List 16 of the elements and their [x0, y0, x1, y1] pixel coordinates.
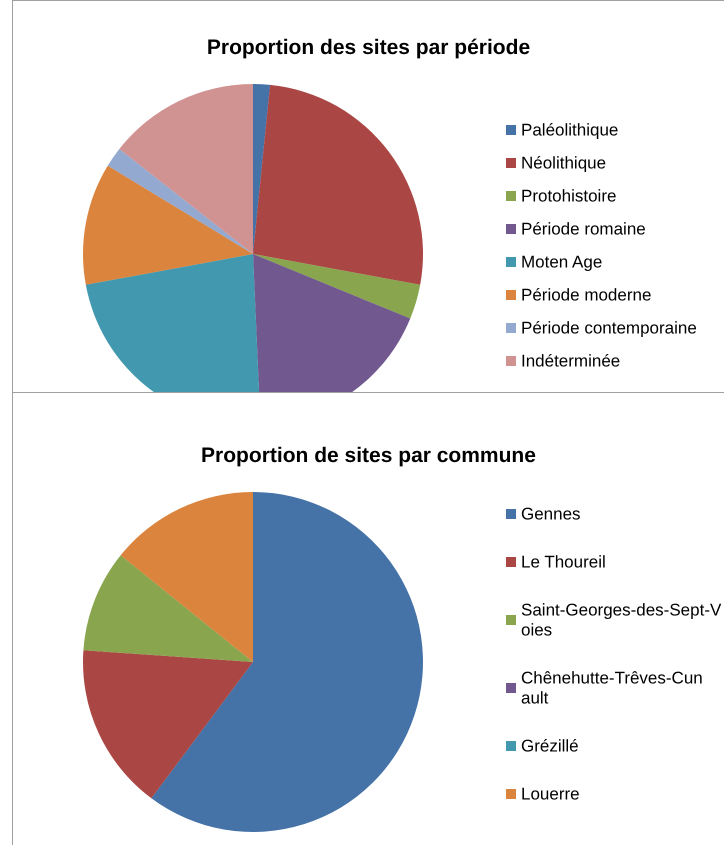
legend-label: Chênehutte-Trêves-Cunault — [521, 668, 703, 708]
legend-label: Période moderne — [521, 286, 652, 304]
chart-title: Proportion des sites par période — [206, 36, 530, 59]
legend-label: Néolithique — [521, 154, 606, 172]
legend-label: Paléolithique — [521, 120, 618, 140]
legend-label: Grézillé — [521, 736, 579, 756]
legend-label: Période contemporaine — [521, 318, 697, 338]
legend-label: Gennes — [521, 504, 581, 524]
legend-label: Période romaine — [521, 220, 646, 238]
legend-label: Protohistoire — [521, 186, 616, 206]
legend-label: Indéterminée — [521, 352, 620, 370]
legend-label: Le Thoureil — [521, 552, 606, 572]
legend-label: Louerre — [521, 784, 580, 804]
legend-label: Moten Age — [521, 252, 602, 272]
legend-label: Saint-Georges-des-Sept-Voies — [521, 600, 722, 640]
chart-title: Proportion de sites par commune — [201, 444, 536, 467]
